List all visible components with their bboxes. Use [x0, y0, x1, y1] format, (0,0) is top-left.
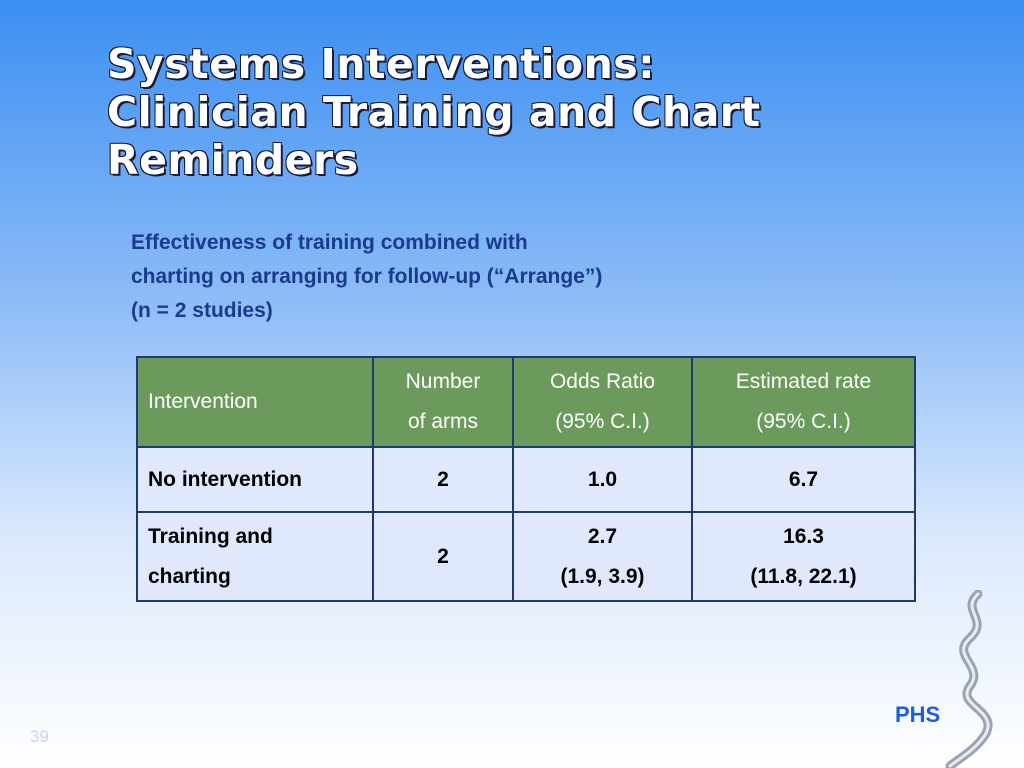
subtitle: Effectiveness of training combined with … — [131, 226, 602, 328]
table-cell: Training and charting — [136, 511, 374, 602]
table-cell: 2.7 (1.9, 3.9) — [512, 511, 693, 602]
cell-line: Training and — [148, 524, 273, 548]
cell-line: 16.3 — [783, 524, 824, 548]
table-cell: 2 — [372, 511, 514, 602]
cell-line: Number — [405, 370, 481, 393]
table-cell: 2 — [372, 446, 514, 513]
results-table: Intervention Number of arms Odds Ratio (95% … — [136, 356, 916, 602]
page-number: 39 — [30, 727, 49, 746]
cell-line: Odds Ratio — [549, 370, 656, 393]
cell-line: 1.0 — [587, 467, 618, 491]
logo-swirl — [945, 590, 993, 768]
table-body: No intervention 2 1.0 6.7 Training and charti… — [136, 446, 916, 602]
cell-line: No intervention — [148, 467, 303, 491]
header-cell: Number of arms — [372, 356, 514, 448]
cell-line: (95% C.I.) — [756, 410, 851, 433]
subtitle-line: Effectiveness of training combined with — [131, 231, 528, 254]
cell-line: 2 — [437, 467, 449, 491]
cell-line: (95% C.I.) — [555, 410, 650, 433]
subtitle-line: (n = 2 studies) — [131, 299, 273, 322]
cell-line: Estimated rate — [735, 370, 872, 393]
header-row: Intervention Number of arms Odds Ratio (95% … — [136, 356, 916, 448]
table-row: No intervention 2 1.0 6.7 — [136, 446, 916, 513]
cell-line: charting — [148, 564, 231, 588]
cell-line: (1.9, 3.9) — [560, 564, 645, 588]
subtitle-line: charting on arranging for follow-up (“Ar… — [131, 265, 603, 288]
table-cell: No intervention — [136, 446, 374, 513]
cell-line: 6.7 — [788, 467, 819, 491]
header-cell: Odds Ratio (95% C.I.) — [512, 356, 693, 448]
header-cell: Estimated rate (95% C.I.) — [691, 356, 916, 448]
logo-text: PHS — [895, 702, 941, 727]
table-cell: 6.7 — [691, 446, 916, 513]
table-cell: 16.3 (11.8, 22.1) — [691, 511, 916, 602]
cell-line: (11.8, 22.1) — [750, 564, 857, 588]
cell-line: 2 — [437, 544, 449, 568]
table-cell: 1.0 — [512, 446, 693, 513]
header-cell: Intervention — [136, 356, 374, 448]
cell-line: of arms — [407, 410, 478, 433]
cell-line: Intervention — [148, 390, 258, 413]
cell-line: 2.7 — [587, 524, 618, 548]
table-row: Training and charting 2 2.7 (1.9, 3.9) 16.3 (1… — [136, 511, 916, 602]
slide-title: Systems Interventions: Clinician Trainin… — [107, 40, 761, 184]
